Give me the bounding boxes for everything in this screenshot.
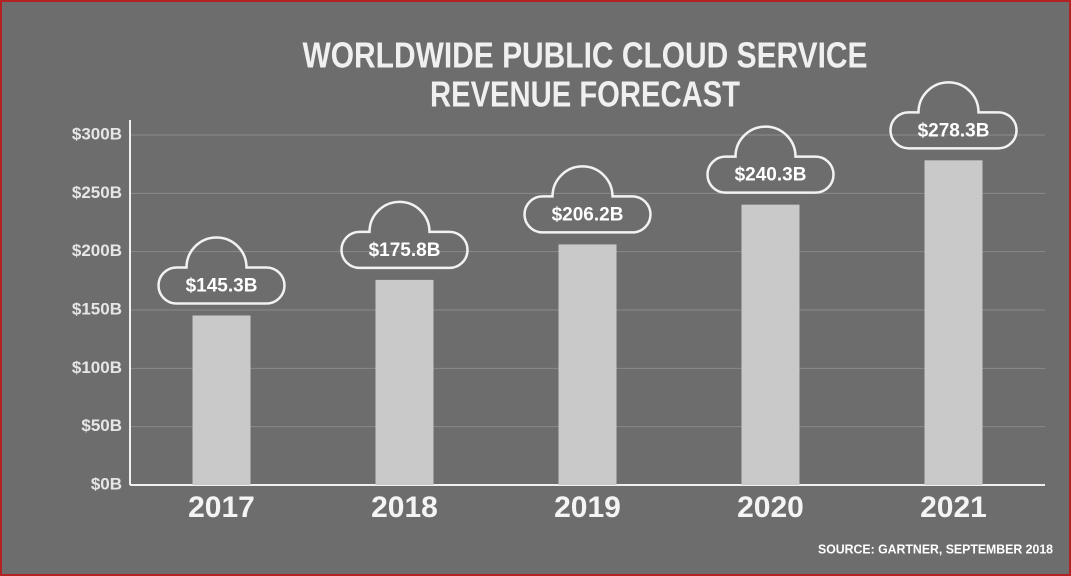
y-tick-label: $50B — [81, 416, 122, 435]
y-tick-label: $150B — [72, 299, 122, 318]
value-label: $145.3B — [186, 275, 258, 296]
bar — [925, 160, 983, 485]
x-tick-label: 2021 — [920, 491, 987, 524]
value-label: $175.8B — [369, 240, 441, 261]
page: {"chart_data": { "type": "bar", "title":… — [0, 0, 1071, 576]
chart-title: REVENUE FORECAST — [430, 74, 740, 115]
bar — [376, 280, 434, 485]
bar — [193, 315, 251, 485]
x-tick-label: 2020 — [737, 491, 804, 524]
chart-title: WORLDWIDE PUBLIC CLOUD SERVICE — [303, 35, 868, 76]
source-note: SOURCE: GARTNER, SEPTEMBER 2018 — [818, 541, 1053, 556]
x-tick-label: 2019 — [554, 491, 621, 524]
value-label: $240.3B — [735, 165, 807, 186]
y-tick-label: $300B — [72, 124, 122, 143]
value-label: $278.3B — [918, 120, 990, 141]
y-tick-label: $250B — [72, 183, 122, 202]
y-tick-label: $200B — [72, 241, 122, 260]
chart: WORLDWIDE PUBLIC CLOUD SERVICE REVENUE F… — [0, 0, 1071, 576]
y-tick-label: $0B — [91, 474, 122, 493]
x-tick-label: 2018 — [371, 491, 438, 524]
y-tick-label: $100B — [72, 358, 122, 377]
bar — [559, 244, 617, 485]
x-tick-label: 2017 — [188, 491, 255, 524]
bar — [742, 205, 800, 485]
value-label: $206.2B — [552, 204, 624, 225]
